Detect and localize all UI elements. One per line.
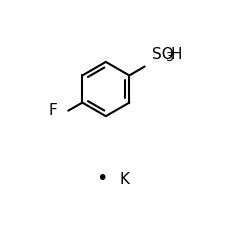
Text: •: • bbox=[96, 169, 108, 188]
Text: K: K bbox=[120, 172, 130, 187]
Text: 3: 3 bbox=[165, 51, 173, 64]
Text: F: F bbox=[48, 103, 57, 118]
Text: H: H bbox=[170, 47, 182, 62]
Text: SO: SO bbox=[152, 47, 174, 62]
